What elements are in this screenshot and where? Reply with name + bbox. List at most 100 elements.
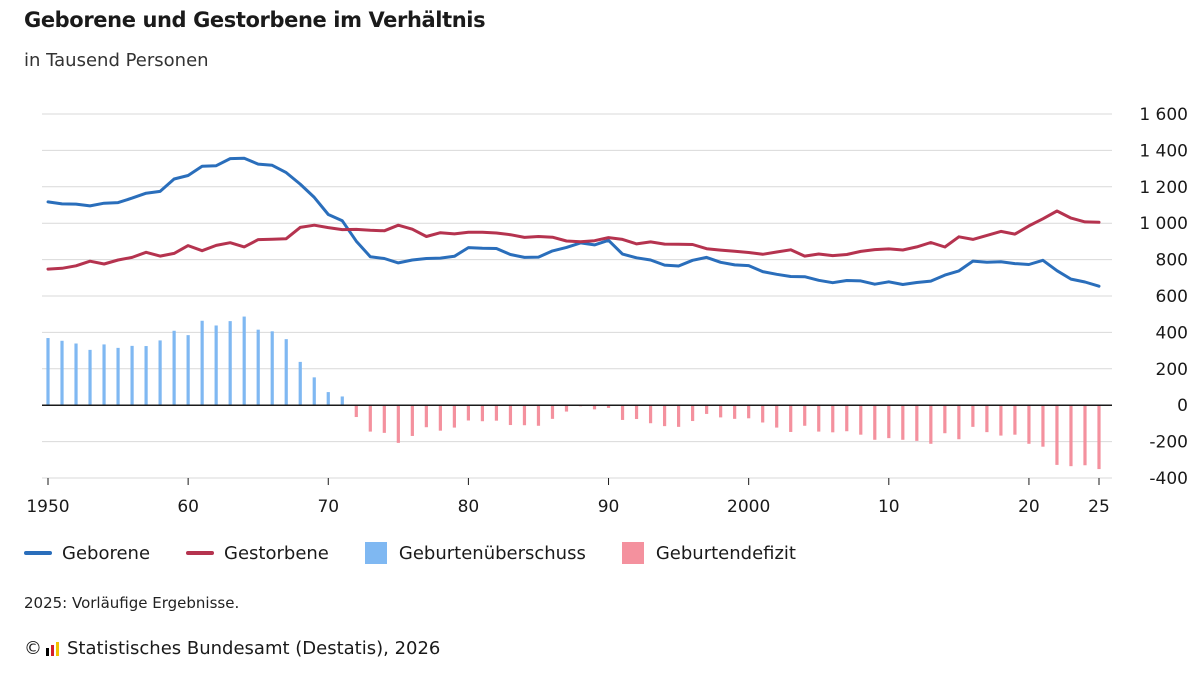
y-tick-label: 1 200 [1139,178,1188,198]
ueberschuss-bar [172,330,176,406]
legend-swatch-gestorbene [186,551,215,555]
y-tick-label: 1 400 [1139,141,1188,161]
y-tick-label: 1 000 [1139,214,1188,234]
defizit-bar [705,405,709,414]
ueberschuss-bar [186,335,190,406]
ueberschuss-bar [60,340,64,406]
defizit-bar [943,405,947,434]
defizit-bar [957,405,961,440]
source-line: © Statistisches Bundesamt (Destatis), 20… [24,638,440,659]
defizit-bar [438,405,442,431]
defizit-bar [719,405,723,418]
defizit-bar [424,405,428,428]
defizit-bar [536,405,541,426]
ueberschuss-bar [256,329,260,406]
ueberschuss-bar [130,345,134,406]
y-tick-label: 0 [1177,396,1188,416]
copyright-symbol: © [24,638,42,659]
defizit-bar [803,405,807,426]
defizit-bar [508,405,513,426]
defizit-bar [1069,405,1073,467]
defizit-bar [648,405,653,424]
defizit-bar [410,405,414,436]
ueberschuss-bar [298,361,302,406]
defizit-bar [634,405,639,420]
legend-swatch-ueberschuss [364,542,387,564]
x-tick-label: 10 [878,497,900,517]
defizit-bar [747,405,751,419]
x-tick-label: 70 [317,497,339,517]
defizit-bar [382,405,386,433]
defizit-bar [985,405,989,433]
ueberschuss-bar [340,396,344,406]
ueberschuss-bar [214,325,218,406]
defizit-bar [859,405,863,435]
defizit-bar [1055,405,1059,465]
legend-label-geborene: Geborene [62,542,151,564]
defizit-bar [564,405,569,412]
ueberschuss-bar [326,392,330,406]
defizit-bar [620,405,625,420]
defizit-bar [915,405,919,441]
legend-label-defizit: Geburtendefizit [655,542,796,564]
y-tick-label: 1 600 [1139,105,1188,125]
geborene-line [46,156,1101,288]
defizit-bar [761,405,765,423]
x-tick-label: 90 [598,497,620,517]
ueberschuss-bar [312,377,316,406]
defizit-bar [1027,405,1031,444]
ueberschuss-bar [242,316,246,406]
legend: Geborene Gestorbene Geburtenüberschuss G… [24,542,832,564]
x-tick-label: 20 [1018,497,1040,517]
x-tick-label: 1950 [26,497,69,517]
ueberschuss-bar [228,321,232,406]
defizit-bar [999,405,1003,436]
y-tick-label: 200 [1156,360,1188,380]
defizit-bar [887,405,891,439]
legend-swatch-geborene [24,551,52,555]
x-tick-label: 2000 [727,497,770,517]
destatis-logo-icon [46,641,61,656]
defizit-bar [831,405,835,433]
defizit-bar [971,405,975,427]
y-tick-label: -200 [1149,433,1188,453]
defizit-bar [550,405,555,419]
defizit-bar [873,405,877,440]
y-tick-label: -400 [1149,469,1188,489]
defizit-bar [452,405,456,428]
ueberschuss-bar [74,343,78,406]
legend-item-geborene[interactable]: Geborene [24,543,150,564]
ueberschuss-bar [46,338,50,406]
legend-item-ueberschuss[interactable]: Geburtenüberschuss [364,542,586,564]
ueberschuss-bar [88,349,92,406]
defizit-bar [1097,405,1101,470]
x-tick-label: 80 [458,497,480,517]
ueberschuss-bar [158,340,162,406]
gestorbene-line [46,209,1101,271]
y-tick-label: 600 [1156,287,1188,307]
defizit-bar [1041,405,1045,447]
ueberschuss-bar [116,347,120,406]
defizit-bar [522,405,527,426]
defizit-bar [494,405,499,421]
ueberschuss-bar [102,344,106,406]
x-tick-label: 25 [1088,497,1110,517]
ueberschuss-bar [200,320,204,406]
legend-item-defizit[interactable]: Geburtendefizit [621,542,796,564]
ueberschuss-bar [284,339,288,406]
defizit-bar [817,405,821,432]
legend-swatch-defizit [621,542,644,564]
legend-item-gestorbene[interactable]: Gestorbene [186,543,329,564]
defizit-bar [691,405,695,422]
legend-label-ueberschuss: Geburtenüberschuss [398,542,586,564]
defizit-bar [677,405,681,427]
x-tick-label: 60 [177,497,199,517]
defizit-bar [662,405,667,427]
chart-title: Geborene und Gestorbene im Verhältnis [24,8,486,32]
ueberschuss-bar [270,331,274,406]
defizit-bar [901,405,905,440]
defizit-bar [1013,405,1017,435]
defizit-bar [466,405,470,421]
defizit-bar [789,405,793,432]
